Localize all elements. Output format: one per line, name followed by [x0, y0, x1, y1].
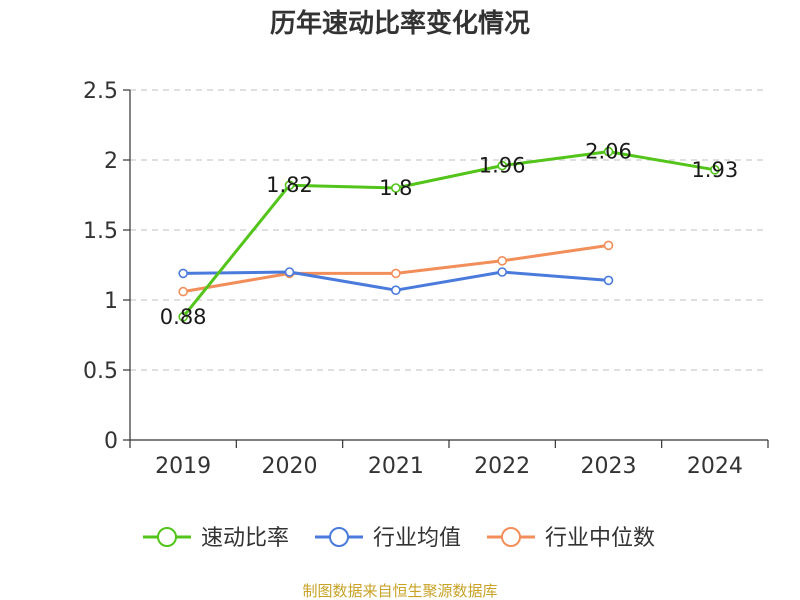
data-labels: 0.88 1.82 1.8 1.96 2.06 1.93 [160, 140, 738, 329]
legend-swatch-marker [329, 527, 349, 547]
legend-swatch-marker [501, 527, 521, 547]
legend[interactable]: 速动比率 行业均值 行业中位数 [143, 526, 655, 551]
y-tick-label: 0.5 [83, 359, 118, 384]
x-tick-label: 2024 [687, 454, 743, 479]
y-tick-label: 1 [104, 289, 118, 314]
x-tick-label: 2021 [368, 454, 424, 479]
x-tick-label: 2020 [262, 454, 318, 479]
data-point [284, 267, 295, 277]
data-point [284, 180, 295, 190]
data-point [391, 268, 401, 279]
x-tick-label: 2022 [474, 454, 530, 479]
data-point [178, 268, 188, 279]
data-point [391, 285, 401, 296]
series-layer [178, 146, 720, 322]
data-label: 1.8 [379, 176, 412, 200]
y-tick-label: 1.5 [83, 219, 118, 244]
data-label: 1.82 [266, 173, 313, 197]
y-tick-label: 0 [104, 429, 118, 454]
data-point [710, 165, 720, 175]
data-point [603, 146, 614, 157]
axes: 0 0.5 1 1.5 2 2.5 2019 2020 2021 2022 2023 2024 [83, 79, 769, 479]
grid [130, 89, 768, 371]
data-point [603, 240, 614, 251]
legend-item[interactable]: 行业中位数 [487, 526, 655, 551]
data-point [497, 267, 507, 277]
x-tick-label: 2023 [581, 454, 637, 479]
source-note: 制图数据来自恒生聚源数据库 [302, 582, 497, 600]
data-point [178, 311, 188, 322]
y-tick-label: 2.5 [83, 79, 118, 104]
legend-label: 行业均值 [373, 526, 461, 551]
data-point [603, 275, 614, 286]
y-tick-label: 2 [104, 149, 118, 174]
series-line [181, 243, 610, 294]
data-point [391, 183, 401, 193]
data-label: 1.93 [691, 158, 738, 182]
x-tick-label: 2019 [155, 454, 211, 479]
legend-label: 行业中位数 [545, 526, 655, 551]
legend-swatch-marker [157, 527, 177, 547]
chart-title: 历年速动比率变化情况 [270, 8, 530, 39]
data-label: 0.88 [160, 305, 207, 329]
data-label: 1.96 [479, 154, 526, 178]
legend-item[interactable]: 行业均值 [315, 526, 461, 551]
series-line [181, 150, 717, 319]
legend-label: 速动比率 [201, 526, 289, 551]
data-point [497, 160, 507, 171]
data-point [497, 255, 507, 266]
data-point [178, 286, 188, 297]
legend-item[interactable]: 速动比率 [143, 526, 289, 551]
data-label: 2.06 [585, 140, 632, 164]
